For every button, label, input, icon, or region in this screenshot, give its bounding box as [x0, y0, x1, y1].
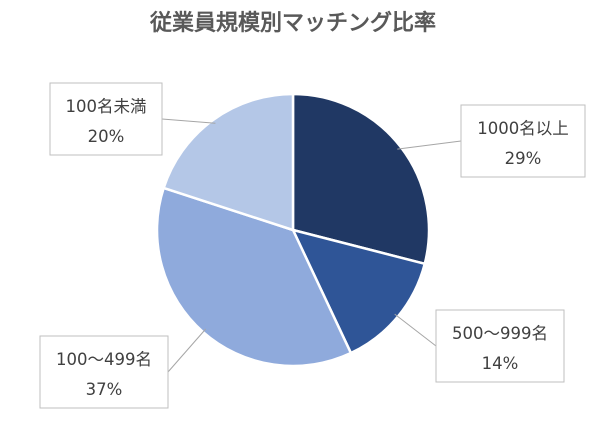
pie-slices [155, 92, 431, 368]
data-label-box-3 [39, 335, 169, 409]
chart-title: 従業員規模別マッチング比率 [149, 10, 436, 36]
data-label-value-1: 29% [505, 149, 542, 168]
data-label-category-2: 500～999名 [452, 324, 548, 343]
leader-line-3 [167, 328, 207, 373]
data-label-box-2 [435, 309, 565, 383]
data-label-box-4 [49, 82, 163, 156]
data-label-category-4: 100名未満 [66, 97, 147, 116]
data-label-value-3: 37% [86, 380, 123, 399]
data-labels: 1000名以上 29% 500～999名 14% 100～499名 37% 100名未満 20… [39, 82, 586, 409]
data-label-category-1: 1000名以上 [477, 119, 569, 138]
data-label-box-1 [460, 104, 586, 178]
data-label-value-2: 14% [482, 354, 519, 373]
data-label-category-3: 100～499名 [56, 350, 152, 369]
pie-slice-1 [291, 92, 431, 266]
pie-slice-4 [162, 92, 295, 232]
data-label-value-4: 20% [88, 127, 125, 146]
leader-lines [161, 118, 462, 373]
leader-line-1 [397, 140, 462, 150]
leader-line-4 [161, 118, 216, 124]
leader-line-2 [394, 313, 437, 347]
